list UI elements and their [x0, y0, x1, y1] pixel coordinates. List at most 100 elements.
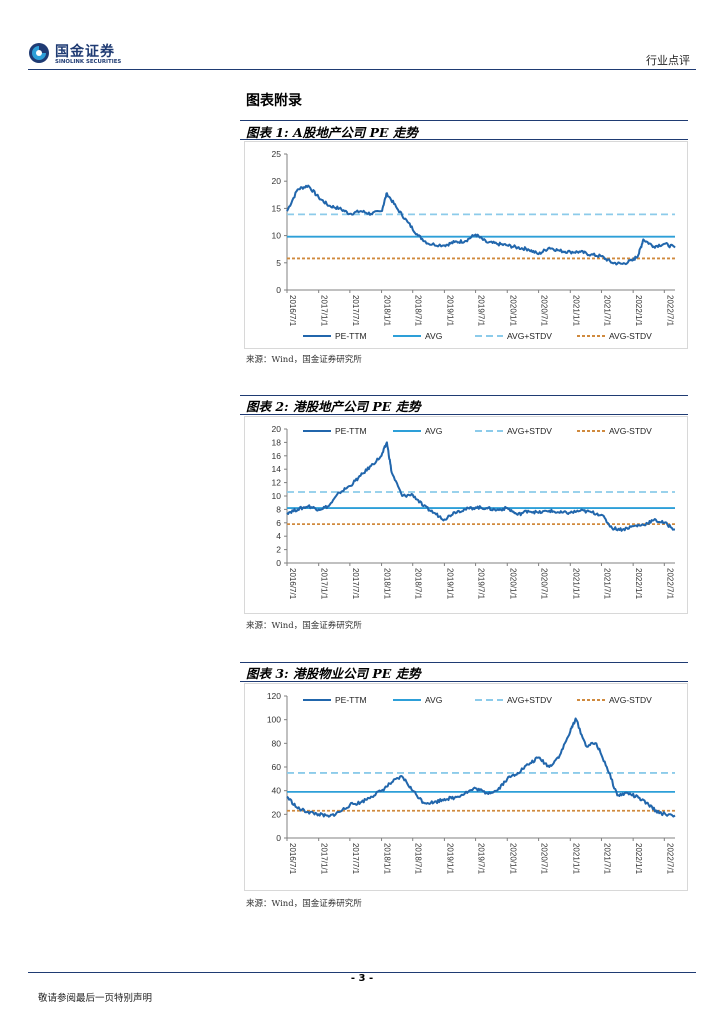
x-tick-label: 2021/7/1	[602, 568, 611, 600]
x-tick-label: 2017/1/1	[320, 843, 329, 875]
chart2-top-rule	[240, 395, 688, 396]
legend-label: AVG-STDV	[609, 426, 652, 436]
pe-ttm-series-line	[286, 184, 676, 266]
y-tick-label: 8	[276, 504, 281, 514]
legend-label: AVG	[425, 695, 442, 705]
x-tick-label: 2019/7/1	[477, 295, 486, 327]
y-tick-label: 20	[272, 809, 282, 819]
legend-label: AVG+STDV	[507, 426, 552, 436]
legend-label: AVG+STDV	[507, 695, 552, 705]
chart3-source: 来源：Wind，国金证券研究所	[246, 899, 362, 909]
legend-label: PE-TTM	[335, 426, 367, 436]
x-tick-label: 2020/7/1	[540, 568, 549, 600]
x-tick-label: 2022/7/1	[665, 568, 674, 600]
x-tick-label: 2018/7/1	[414, 843, 423, 875]
x-tick-label: 2020/1/1	[508, 295, 517, 327]
x-tick-label: 2017/1/1	[320, 295, 329, 327]
header-divider	[28, 69, 696, 70]
legend-label: PE-TTM	[335, 695, 367, 705]
x-tick-label: 2022/1/1	[634, 568, 643, 600]
x-tick-label: 2018/1/1	[383, 568, 392, 600]
x-tick-label: 2022/1/1	[634, 843, 643, 875]
chart1-svg: 0 5 10 15 20 25 2016/7/1 2017/1/1 2017/7/1 2018/1…	[272, 149, 676, 341]
y-tick-label: 14	[272, 464, 282, 474]
x-tick-label: 2020/7/1	[540, 843, 549, 875]
legend-label: AVG	[425, 331, 442, 341]
legend-label: PE-TTM	[335, 331, 367, 341]
section-title: 图表附录	[246, 93, 302, 109]
brand-name-en: SINOLINK SECURITIES	[55, 59, 122, 65]
x-tick-label: 2016/7/1	[288, 295, 297, 327]
chart3-title: 图表 3: 港股物业公司 PE 走势	[246, 666, 421, 681]
y-tick-label: 2	[276, 545, 281, 555]
y-tick-label: 18	[272, 437, 282, 447]
brand-name-cn: 国金证券	[55, 44, 115, 60]
x-tick-label: 2021/1/1	[571, 568, 580, 600]
chart1-title-rule	[240, 139, 688, 140]
x-tick-label: 2017/7/1	[351, 568, 360, 600]
sinolink-logo-icon	[29, 43, 49, 63]
chart2-box: 0 2 4 6 8 10 12 14 16 18 20 2016/7/1 2017/1/1 2017/7/…	[244, 416, 688, 614]
chart3-title-rule	[240, 681, 688, 682]
y-tick-label: 15	[272, 203, 282, 213]
y-tick-label: 40	[272, 786, 282, 796]
brand-logo: 国金证券 SINOLINK SECURITIES	[28, 40, 132, 68]
y-tick-label: 60	[272, 762, 282, 772]
chart1-source: 来源：Wind，国金证券研究所	[246, 355, 362, 365]
y-tick-label: 16	[272, 451, 282, 461]
chart2-title-rule	[240, 414, 688, 415]
x-tick-label: 2020/7/1	[540, 295, 549, 327]
x-tick-label: 2018/1/1	[383, 843, 392, 875]
footer-disclaimer: 敬请参阅最后一页特别声明	[38, 993, 153, 1004]
chart2-svg: 0 2 4 6 8 10 12 14 16 18 20 2016/7/1 2017/1/1 2017/7/…	[272, 424, 675, 600]
legend-label: AVG	[425, 426, 442, 436]
chart2-title: 图表 2: 港股地产公司 PE 走势	[246, 399, 421, 414]
x-tick-label: 2019/7/1	[477, 568, 486, 600]
y-tick-label: 80	[272, 738, 282, 748]
chart1-title: 图表 1: A股地产公司 PE 走势	[246, 125, 418, 140]
x-tick-label: 2018/7/1	[414, 568, 423, 600]
x-tick-label: 2019/1/1	[445, 568, 454, 600]
y-tick-label: 5	[276, 258, 281, 268]
x-tick-label: 2017/7/1	[351, 295, 360, 327]
chart1-top-rule	[240, 120, 688, 121]
y-tick-label: 10	[272, 231, 282, 241]
x-tick-label: 2018/1/1	[383, 295, 392, 327]
legend-label: AVG-STDV	[609, 331, 652, 341]
y-tick-label: 25	[272, 149, 282, 159]
page-number: - 3 -	[350, 973, 374, 984]
chart3-svg: 0 20 40 60 80 100 120 2016/7/1 2017/1/1 2017/7/1 2…	[267, 691, 676, 875]
y-tick-label: 4	[276, 531, 281, 541]
y-tick-label: 10	[272, 491, 282, 501]
x-tick-label: 2019/1/1	[445, 295, 454, 327]
x-tick-label: 2018/7/1	[414, 295, 423, 327]
legend-label: AVG-STDV	[609, 695, 652, 705]
y-tick-label: 12	[272, 478, 282, 488]
y-tick-label: 20	[272, 424, 282, 434]
chart3-box: 0 20 40 60 80 100 120 2016/7/1 2017/1/1 2017/7/1 2…	[244, 683, 688, 891]
x-tick-label: 2017/7/1	[351, 843, 360, 875]
y-tick-label: 100	[267, 715, 281, 725]
x-tick-label: 2019/1/1	[445, 843, 454, 875]
x-tick-label: 2016/7/1	[288, 568, 297, 600]
x-tick-label: 2022/1/1	[634, 295, 643, 327]
chart1-box: 0 5 10 15 20 25 2016/7/1 2017/1/1 2017/7/1 2018/1…	[244, 141, 688, 349]
x-tick-label: 2016/7/1	[288, 843, 297, 875]
x-tick-label: 2022/7/1	[665, 843, 674, 875]
x-tick-label: 2021/7/1	[602, 295, 611, 327]
x-tick-label: 2017/1/1	[320, 568, 329, 600]
x-tick-label: 2021/1/1	[571, 295, 580, 327]
y-tick-label: 6	[276, 518, 281, 528]
x-tick-label: 2021/7/1	[602, 843, 611, 875]
report-category: 行业点评	[646, 54, 690, 67]
x-tick-label: 2022/7/1	[665, 295, 674, 327]
x-tick-label: 2021/1/1	[571, 843, 580, 875]
x-tick-label: 2019/7/1	[477, 843, 486, 875]
pe-ttm-series-line	[286, 717, 676, 818]
y-tick-label: 120	[267, 691, 281, 701]
footer-divider	[28, 972, 696, 973]
legend-label: AVG+STDV	[507, 331, 552, 341]
x-tick-label: 2020/1/1	[508, 568, 517, 600]
x-tick-label: 2020/1/1	[508, 843, 517, 875]
y-tick-label: 0	[276, 558, 281, 568]
